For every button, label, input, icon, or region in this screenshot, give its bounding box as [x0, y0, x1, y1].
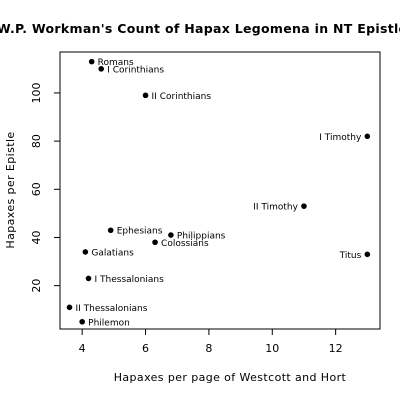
- data-point: [79, 318, 85, 325]
- data-point: [364, 133, 371, 140]
- data-point: [142, 92, 149, 99]
- data-point: [88, 58, 95, 65]
- y-tick-label: 100: [30, 82, 43, 103]
- point-label: II Thessalonians: [76, 304, 148, 314]
- point-label: Philippians: [177, 232, 226, 242]
- point-label: I Corinthians: [107, 65, 164, 75]
- data-point: [364, 251, 371, 258]
- axis-ticks: 4 6 8 10 12 20 40 60 80 100: [30, 82, 343, 355]
- data-point: [98, 66, 104, 72]
- x-tick-label: 6: [142, 342, 149, 355]
- data-point: [107, 227, 114, 234]
- point-label: I Thessalonians: [95, 275, 165, 285]
- x-tick-label: 4: [79, 342, 86, 355]
- y-tick-label: 80: [30, 134, 43, 148]
- point-label: I Timothy: [319, 133, 362, 143]
- y-tick-label: 20: [30, 279, 43, 293]
- data-point: [152, 239, 158, 246]
- x-axis-title: Hapaxes per page of Westcott and Hort: [114, 371, 347, 384]
- x-tick-label: 10: [265, 342, 279, 355]
- point-label: Ephesians: [117, 227, 163, 237]
- plot-frame: [59, 51, 381, 330]
- x-tick-label: 8: [205, 342, 212, 355]
- data-point: [85, 275, 92, 282]
- x-tick-label: 12: [329, 342, 343, 355]
- point-label: Galatians: [91, 248, 134, 258]
- data-point: [168, 232, 174, 238]
- y-tick-label: 60: [30, 182, 43, 196]
- point-label: II Timothy: [253, 203, 298, 213]
- data-point: [82, 249, 89, 255]
- point-label: Philemon: [88, 318, 130, 328]
- data-point: [301, 203, 307, 209]
- data-point: [66, 304, 73, 311]
- point-label: Romans: [98, 58, 134, 68]
- point-label: Colossians: [161, 239, 209, 249]
- point-label: Titus: [339, 251, 362, 261]
- y-tick-label: 40: [30, 230, 43, 244]
- data-points: [66, 58, 371, 325]
- point-label: II Corinthians: [152, 92, 212, 102]
- y-axis-title: Hapaxes per Epistle: [4, 131, 17, 248]
- chart-title: W.P. Workman's Count of Hapax Legomena i…: [0, 21, 400, 36]
